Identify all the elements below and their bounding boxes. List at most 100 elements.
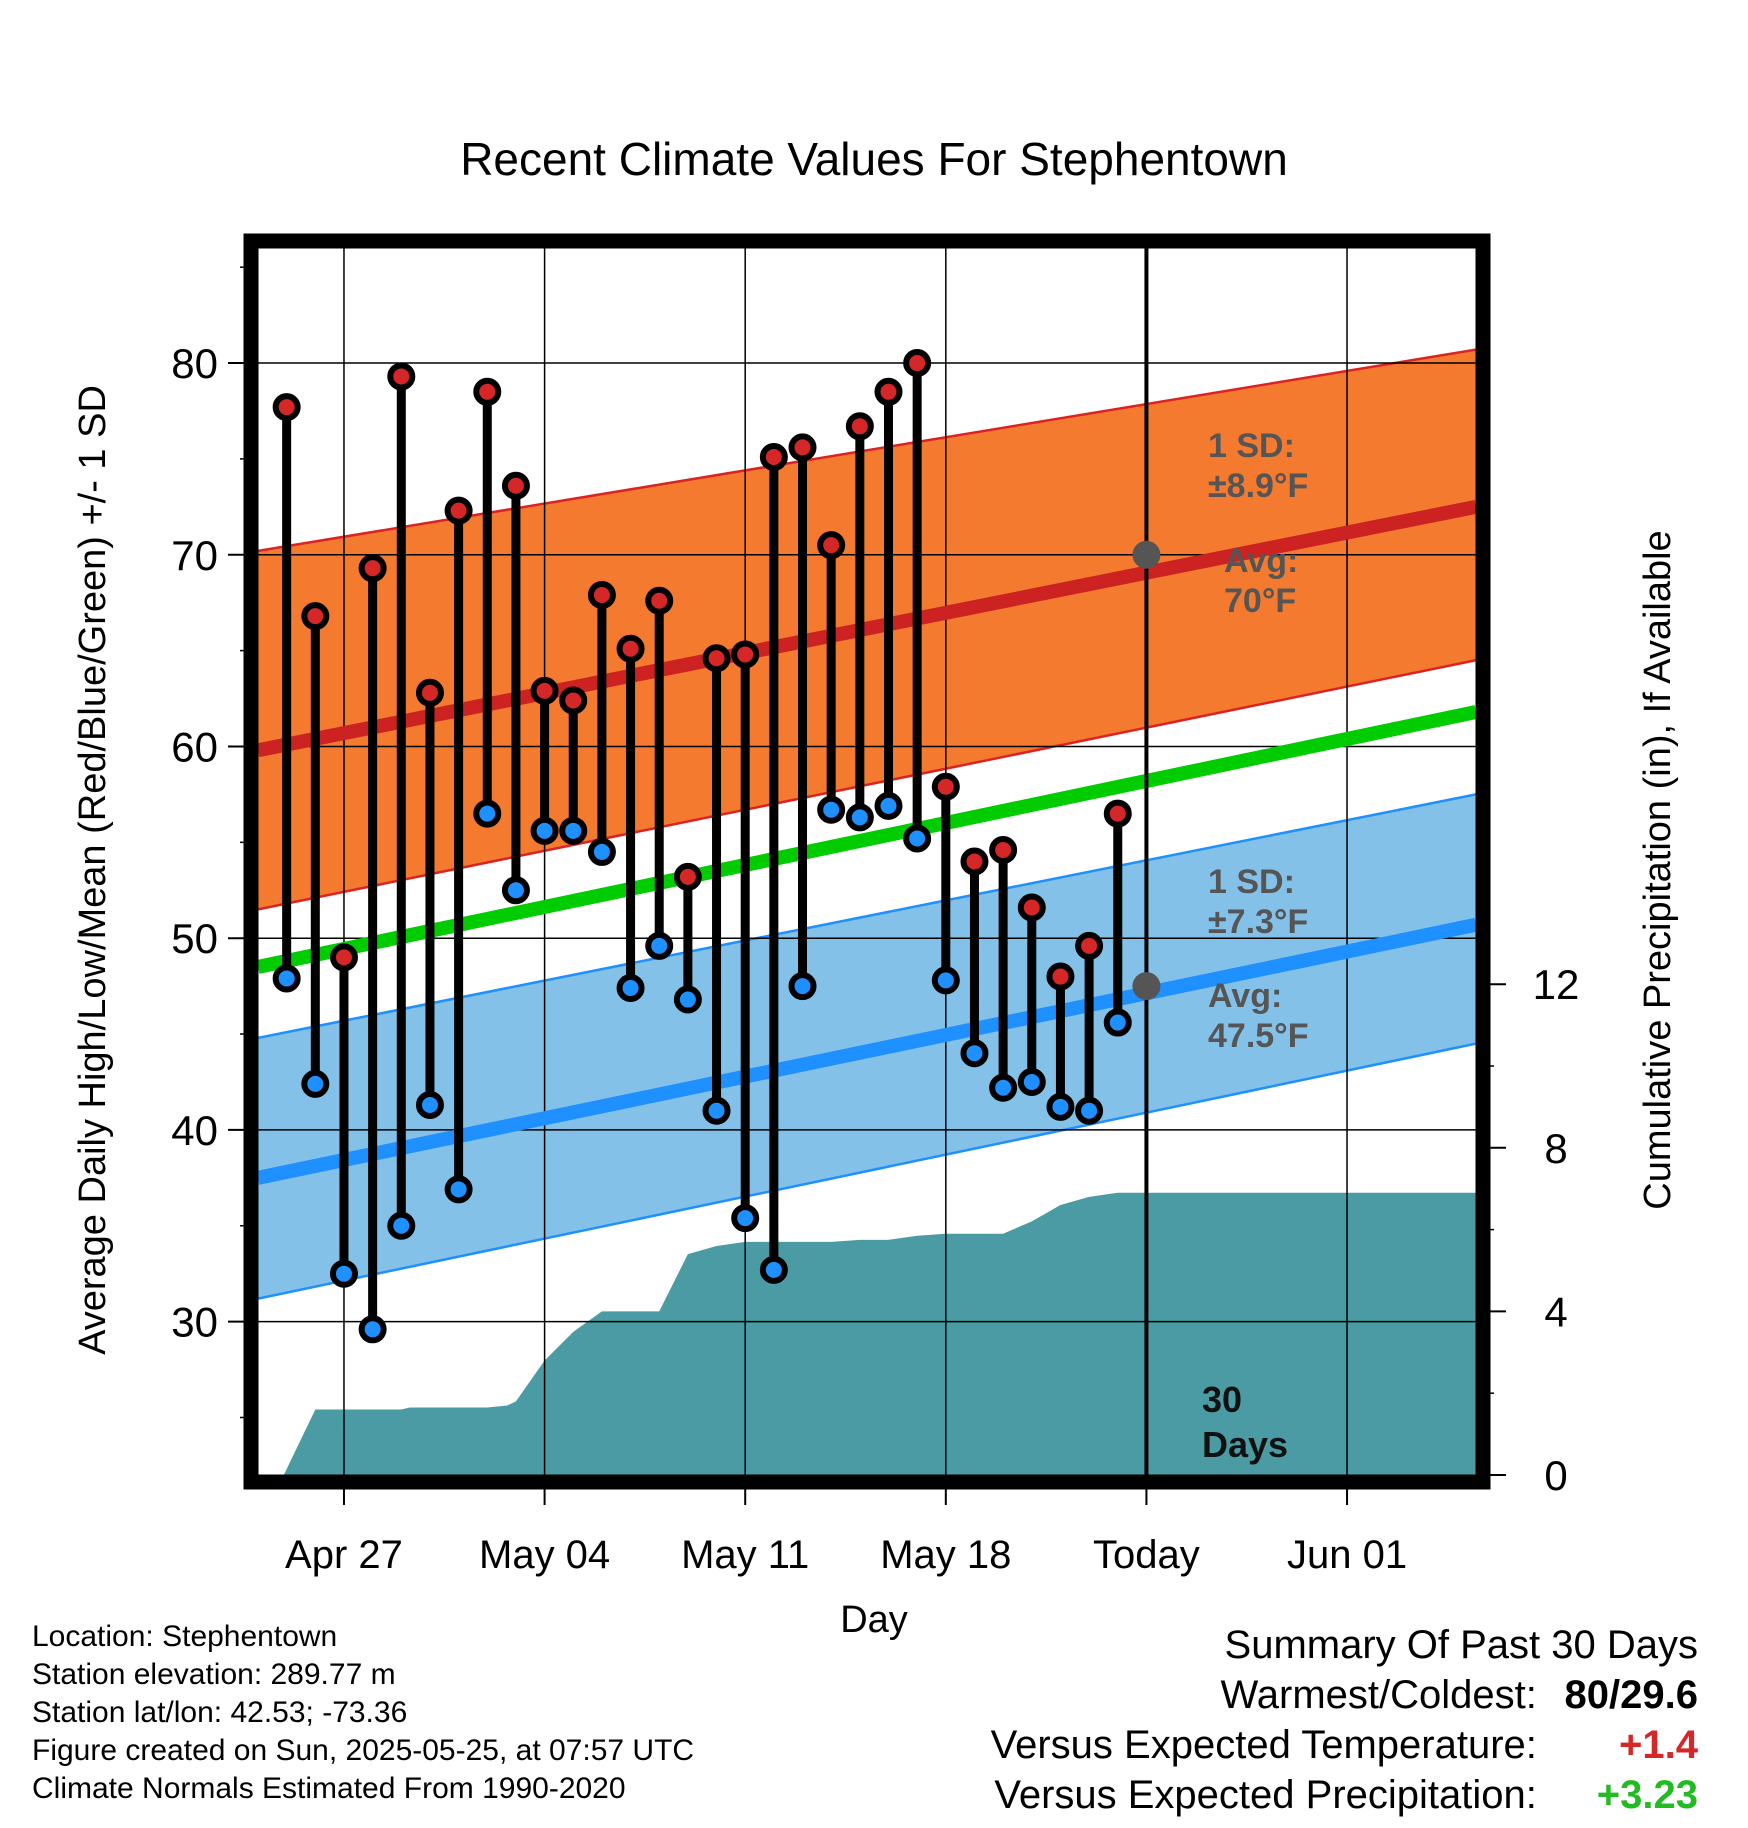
low-point [845, 803, 874, 832]
created-text: Figure created on Sun, 2025-05-25, at 07… [32, 1734, 695, 1767]
low-point [358, 1315, 387, 1344]
low-point [329, 1259, 358, 1288]
y-axis-left-label: Average Daily High/Low/Mean (Red/Blue/Gr… [72, 385, 114, 1355]
low-point [587, 837, 616, 866]
high-point [272, 393, 301, 422]
x-tick-label: May 04 [479, 1533, 610, 1577]
high-point [702, 644, 731, 673]
low-point [444, 1175, 473, 1204]
warm-cold-value: 80/29.6 [1564, 1673, 1698, 1717]
low-point [931, 966, 960, 995]
high-point [673, 862, 702, 891]
plot-content [258, 248, 1476, 1475]
warm-cold-row: Warmest/Coldest: 80/29.6 [991, 1670, 1699, 1720]
temp-row: Versus Expected Temperature: +1.4 [991, 1720, 1698, 1770]
precip-value: +3.23 [1596, 1773, 1698, 1817]
today-low-avg-marker [1132, 972, 1161, 1001]
high-point [301, 602, 330, 631]
low-point [501, 876, 530, 905]
elevation-text: Station elevation: 289.77 m [32, 1658, 396, 1691]
high-point [559, 686, 588, 715]
high-point [473, 377, 502, 406]
chart-annotations: Average Daily High/Low/Mean (Red/Blue/Gr… [72, 385, 1679, 1641]
high-point [817, 531, 846, 560]
y-left-tick-label: 70 [171, 532, 218, 579]
precip-area [283, 1192, 1476, 1475]
y-right-tick-label: 8 [1544, 1125, 1567, 1172]
high-point [788, 433, 817, 462]
low-point [301, 1069, 330, 1098]
high-point [358, 554, 387, 583]
high-point [845, 412, 874, 441]
x-tick-label: Today [1093, 1533, 1200, 1577]
high-point [1017, 893, 1046, 922]
axes: 30 40 50 60 70 80 0 4 8 12 Apr 27 May 04 May 11 May 1… [171, 233, 1580, 1577]
high-avg-value: 70°F [1224, 582, 1296, 620]
days-label: Days [1202, 1424, 1288, 1465]
low-point [874, 791, 903, 820]
high-point [387, 362, 416, 391]
days-count: 30 [1202, 1379, 1242, 1420]
high-point [501, 471, 530, 500]
high-point [1075, 931, 1104, 960]
high-point [759, 442, 788, 471]
y-left-tick-label: 40 [171, 1107, 218, 1154]
temp-label: Versus Expected Temperature: [990, 1723, 1537, 1767]
high-point [587, 581, 616, 610]
chart-title: Recent Climate Values For Stephentown [460, 133, 1288, 185]
station-info: Location: Stephentown Station elevation:… [32, 1618, 694, 1808]
high-point [415, 678, 444, 707]
low-point [702, 1096, 731, 1125]
low-sd-value: ±7.3°F [1208, 903, 1308, 941]
plot-area [258, 248, 1476, 1475]
low-point [616, 974, 645, 1003]
high-sd-label: 1 SD: [1208, 427, 1295, 465]
high-sd-value: ±8.9°F [1208, 467, 1308, 505]
y-axis-right-label: Cumulative Precipitation (in), If Availa… [1637, 530, 1679, 1209]
high-point [1103, 799, 1132, 828]
high-point [903, 349, 932, 378]
high-point [731, 640, 760, 669]
y-right-tick-label: 0 [1544, 1452, 1567, 1499]
low-point [272, 964, 301, 993]
normals-text: Climate Normals Estimated From 1990-2020 [32, 1772, 626, 1805]
y-right-tick-label: 4 [1544, 1288, 1567, 1335]
low-point [903, 824, 932, 853]
low-point [673, 985, 702, 1014]
low-point [1017, 1067, 1046, 1096]
high-point [989, 835, 1018, 864]
y-left-tick-label: 30 [171, 1299, 218, 1346]
x-tick-label: Apr 27 [285, 1533, 403, 1577]
low-point [989, 1073, 1018, 1102]
low-point [731, 1204, 760, 1233]
low-point [960, 1039, 989, 1068]
x-tick-label: May 18 [880, 1533, 1011, 1577]
high-point [530, 676, 559, 705]
plot-frame [243, 233, 1491, 1490]
location-text: Location: Stephentown [32, 1620, 338, 1653]
low-point [387, 1211, 416, 1240]
low-point [1103, 1008, 1132, 1037]
high-point [616, 634, 645, 663]
low-avg-value: 47.5°F [1208, 1017, 1309, 1055]
low-point [788, 972, 817, 1001]
high-point [329, 943, 358, 972]
x-tick-label: Jun 01 [1287, 1533, 1407, 1577]
x-axis-label: Day [840, 1599, 908, 1641]
high-point [1046, 962, 1075, 991]
y-right-tick-label: 12 [1533, 961, 1580, 1008]
low-sd-lower-edge [258, 1042, 1476, 1300]
y-left-tick-label: 80 [171, 340, 218, 387]
latlon-text: Station lat/lon: 42.53; -73.36 [32, 1696, 408, 1729]
low-point [415, 1090, 444, 1119]
warm-cold-label: Warmest/Coldest: [1220, 1673, 1537, 1717]
low-sd-label: 1 SD: [1208, 863, 1295, 901]
low-point [645, 931, 674, 960]
low-point [1075, 1096, 1104, 1125]
x-tick-label: May 11 [681, 1533, 809, 1577]
low-point [559, 816, 588, 845]
low-point [530, 816, 559, 845]
y-left-tick-label: 50 [171, 915, 218, 962]
summary-panel: Summary Of Past 30 Days Warmest/Coldest:… [991, 1620, 1698, 1820]
